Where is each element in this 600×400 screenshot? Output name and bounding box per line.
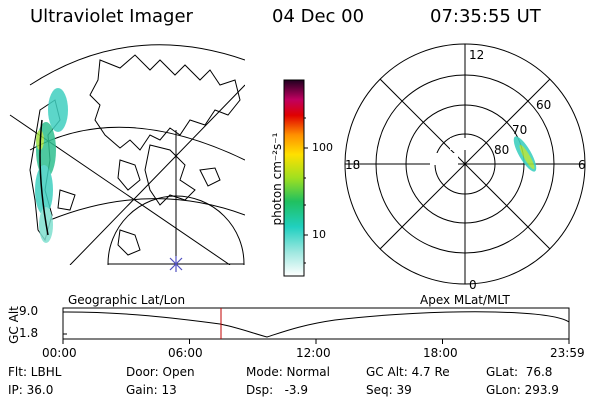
mlt-label-6: 6 [578,158,586,172]
altitude-tick-max: 9.0 [19,304,39,318]
coastline-island [117,229,141,256]
geographic-map [9,44,245,272]
coastline-island [199,167,221,187]
altitude-tick-min: 1.8 [19,326,39,340]
left-panel-title: Geographic Lat/Lon [68,293,186,307]
glat-info: GLat: 76.8 [486,365,553,379]
observation-date: 04 Dec 00 [272,6,365,27]
gc-alt-info: GC Alt: 4.7 Re [366,365,450,379]
colorbar-tick-10: 10 [312,228,326,241]
time-tick-2359: 23:59 [550,346,585,360]
right-panel-title: Apex MLat/MLT [420,293,510,307]
footpoint-marker [169,256,183,272]
instrument-title: Ultraviolet Imager [30,6,193,27]
mlt-label-12: 12 [469,48,484,62]
dsp-info: Dsp: -3.9 [246,383,309,397]
ip-info: IP: 36.0 [8,383,54,397]
meridian-line [69,84,245,265]
latitude-circle [49,198,245,221]
time-tick-0600: 06:00 [168,346,203,360]
mlt-label-18: 18 [345,158,360,172]
colorbar [283,79,308,277]
mlat-label-80: 80 [494,143,509,157]
coastline-greenland [89,54,241,151]
door-info: Door: Open [126,365,195,379]
mlat-label-60: 60 [536,98,551,112]
gain-info: Gain: 13 [126,383,177,397]
latitude-circle [29,44,245,86]
time-tick-0000: 00:00 [42,346,77,360]
mode-info: Mode: Normal [246,365,330,379]
filter-info: Flt: LBHL [8,365,62,379]
colorbar-label: photon cm⁻²s⁻¹ [270,132,284,226]
time-tick-1200: 12:00 [296,346,331,360]
polar-aurora-emission [519,144,535,170]
colorbar-gradient [283,79,305,277]
time-tick-1800: 18:00 [423,346,458,360]
auroral-oval-line [39,119,49,236]
coastline-island [117,159,141,191]
colorbar-tick-100: 100 [312,141,333,154]
coastline-island [57,189,76,211]
altitude-curve [66,311,570,338]
polar-axis-diagonal [379,78,551,250]
coastline-islands [144,144,196,206]
polar-plot: 12 18 6 0 60 70 80 [344,43,586,292]
altitude-timeline [62,307,570,344]
aurora-emission [35,165,53,215]
latitude-circle [29,126,245,161]
aurora-emission [48,88,68,132]
glon-info: GLon: 293.9 [486,383,559,397]
mlat-label-70: 70 [512,123,527,137]
mlt-label-0: 0 [469,278,477,292]
seq-info: Seq: 39 [366,383,412,397]
observation-time: 07:35:55 UT [430,6,541,27]
